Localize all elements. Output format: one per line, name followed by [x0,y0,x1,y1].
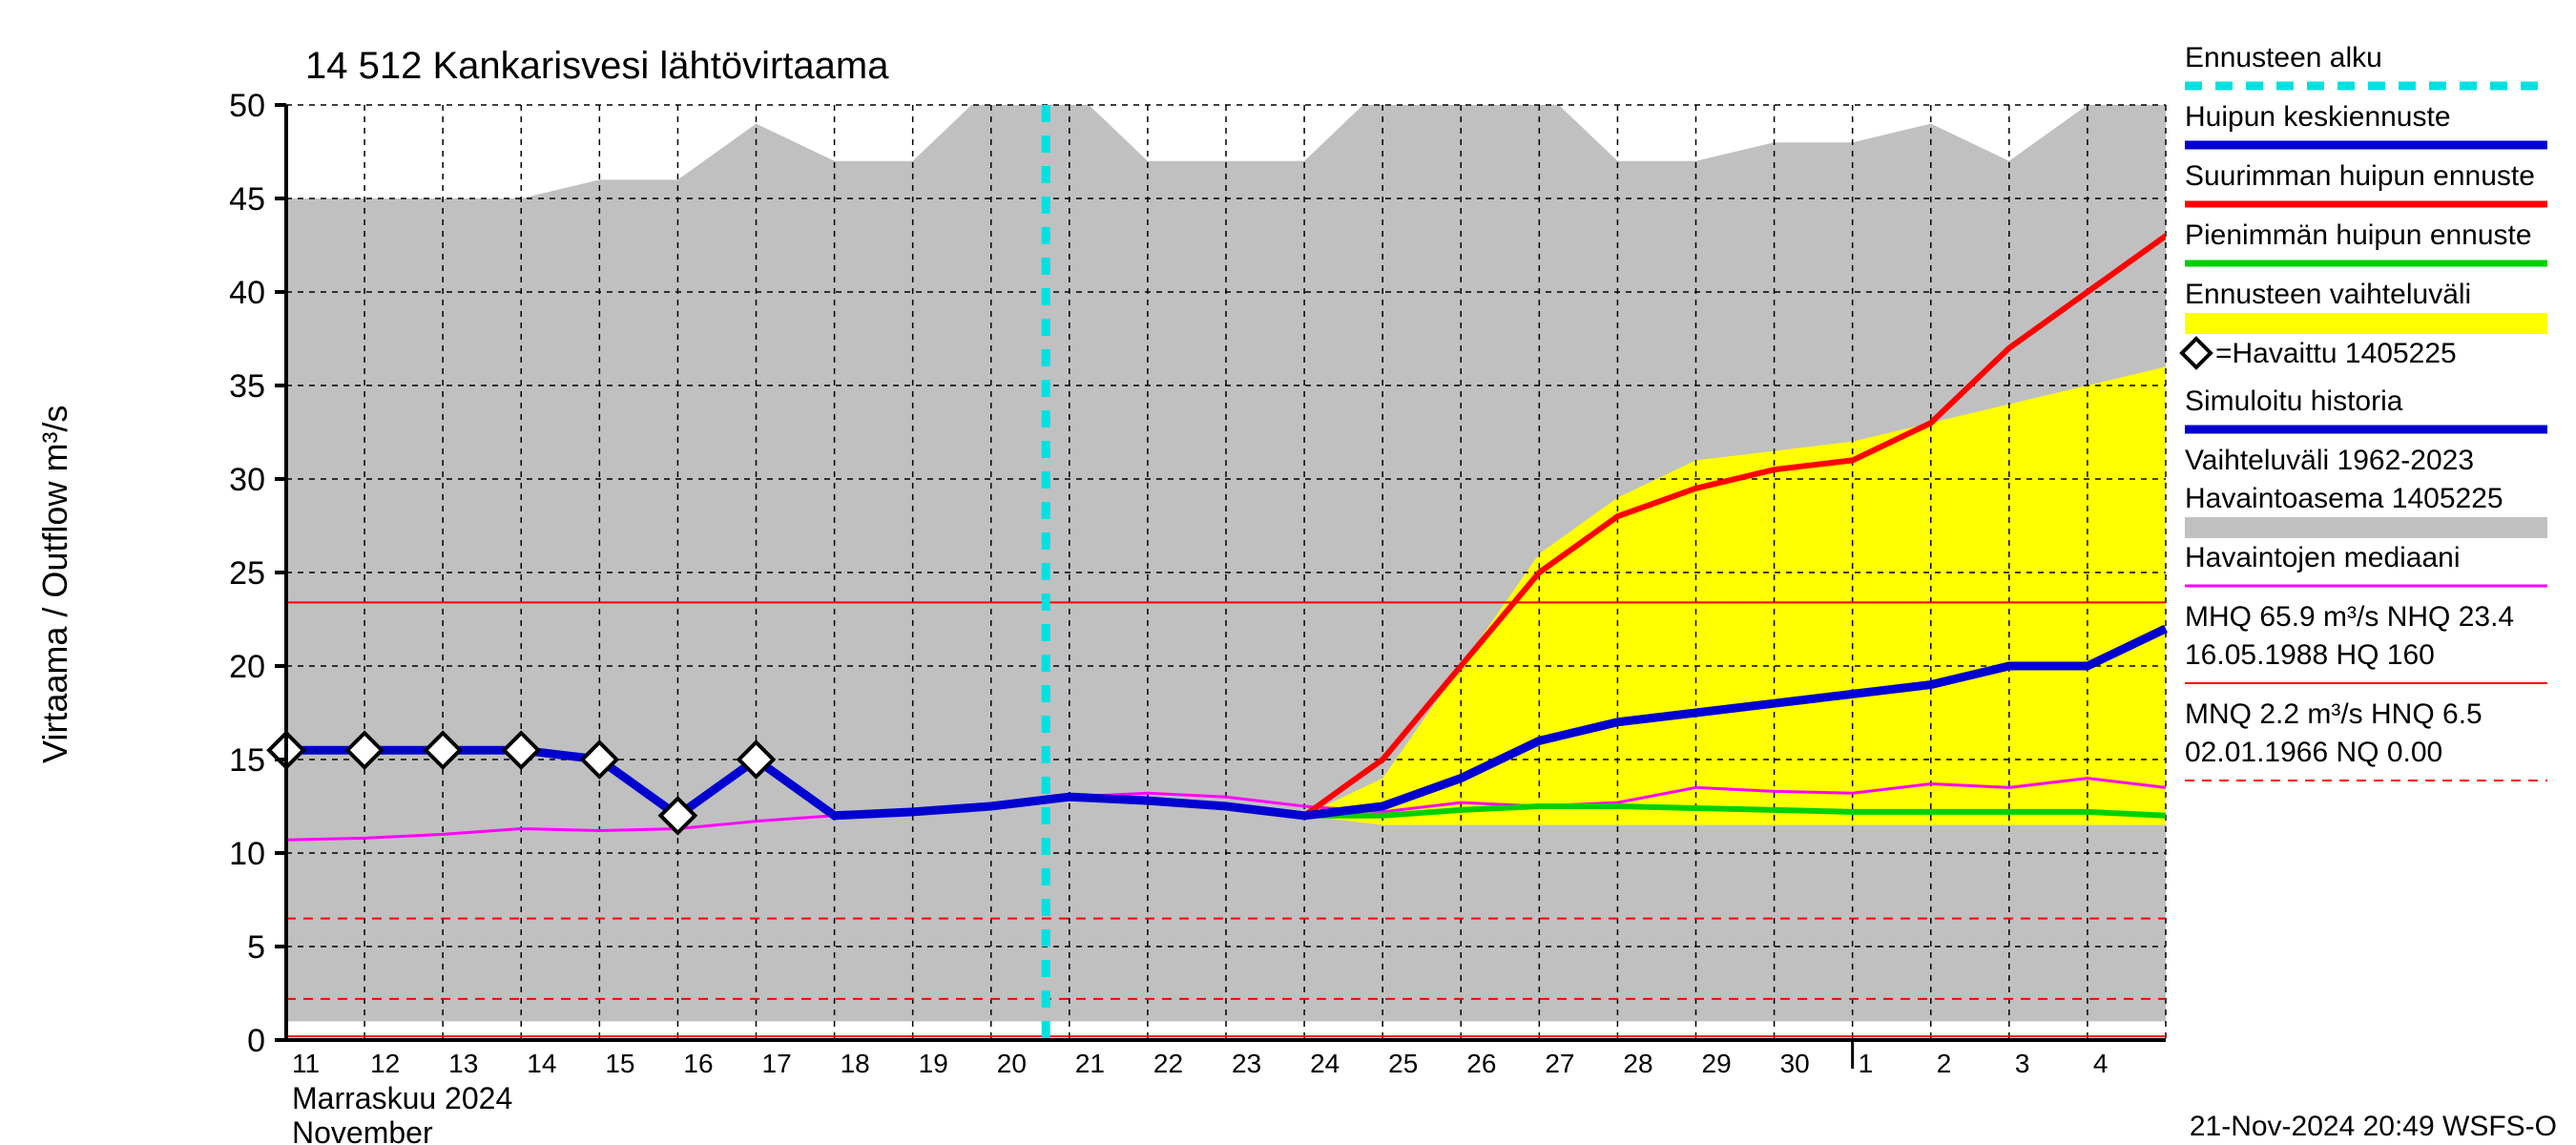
xtick-label: 29 [1702,1049,1732,1078]
footer-timestamp: 21-Nov-2024 20:49 WSFS-O [2190,1111,2557,1142]
legend-swatch-range_forecast [2185,313,2547,334]
ytick-label: 0 [247,1023,265,1059]
xtick-label: 26 [1466,1049,1496,1078]
ytick-label: 25 [229,555,265,592]
legend-label-hq: 16.05.1988 HQ 160 [2185,639,2435,671]
y-axis-label: Virtaama / Outflow m³/s [35,406,74,763]
xtick-label: 24 [1310,1049,1340,1078]
xtick-label: 2 [1937,1049,1952,1078]
x-month-en: November [292,1115,433,1145]
xtick-label: 30 [1780,1049,1810,1078]
xtick-label: 21 [1075,1049,1105,1078]
xtick-label: 14 [527,1049,556,1078]
ytick-label: 45 [229,181,265,218]
xtick-label: 15 [605,1049,634,1078]
xtick-label: 27 [1545,1049,1574,1078]
legend-label-mhq: MHQ 65.9 m³/s NHQ 23.4 [2185,601,2514,633]
xtick-label: 3 [2015,1049,2030,1078]
xtick-label: 13 [448,1049,478,1078]
xtick-label: 22 [1153,1049,1183,1078]
ytick-label: 15 [229,742,265,779]
legend-label-station: Havaintoasema 1405225 [2185,483,2503,514]
ytick-label: 30 [229,462,265,498]
legend-label-observed: =Havaittu 1405225 [2215,338,2457,369]
xtick-label: 12 [370,1049,400,1078]
legend-label-peak_min: Pienimmän huipun ennuste [2185,219,2532,251]
xtick-label: 16 [683,1049,713,1078]
legend-label-sim_hist: Simuloitu historia [2185,385,2403,417]
xtick-label: 23 [1232,1049,1261,1078]
ytick-label: 5 [247,929,265,966]
ytick-label: 10 [229,836,265,872]
legend-swatch-station [2185,517,2547,538]
legend-label-obs_median: Havaintojen mediaani [2185,542,2461,573]
xtick-label: 28 [1623,1049,1652,1078]
xtick-label: 1 [1859,1049,1874,1078]
chart-title: 14 512 Kankarisvesi lähtövirtaama [305,45,889,87]
xtick-label: 18 [841,1049,870,1078]
legend-label-range_hist: Vaihteluväli 1962-2023 [2185,445,2474,476]
ytick-label: 35 [229,368,265,405]
legend-label-peak_max: Suurimman huipun ennuste [2185,160,2535,192]
legend-label-forecast_start: Ennusteen alku [2185,42,2382,73]
legend-label-peak_mean: Huipun keskiennuste [2185,101,2451,133]
xtick-label: 17 [762,1049,792,1078]
legend-label-mnq: MNQ 2.2 m³/s HNQ 6.5 [2185,698,2483,730]
outflow-chart: 0510152025303540455011121314151617181920… [0,0,2576,1145]
x-month-fi: Marraskuu 2024 [292,1081,512,1115]
legend-label-range_forecast: Ennusteen vaihteluväli [2185,279,2471,310]
ytick-label: 20 [229,649,265,685]
xtick-label: 4 [2093,1049,2109,1078]
ytick-label: 40 [229,275,265,311]
ytick-label: 50 [229,88,265,124]
xtick-label: 20 [997,1049,1027,1078]
xtick-label: 11 [292,1049,320,1078]
legend-swatch-observed [2182,339,2211,367]
chart-container: { "title": "14 512 Kankarisvesi lähtövir… [0,0,2576,1145]
xtick-label: 25 [1388,1049,1418,1078]
legend-label-nq: 02.01.1966 NQ 0.00 [2185,737,2442,768]
xtick-label: 19 [919,1049,948,1078]
